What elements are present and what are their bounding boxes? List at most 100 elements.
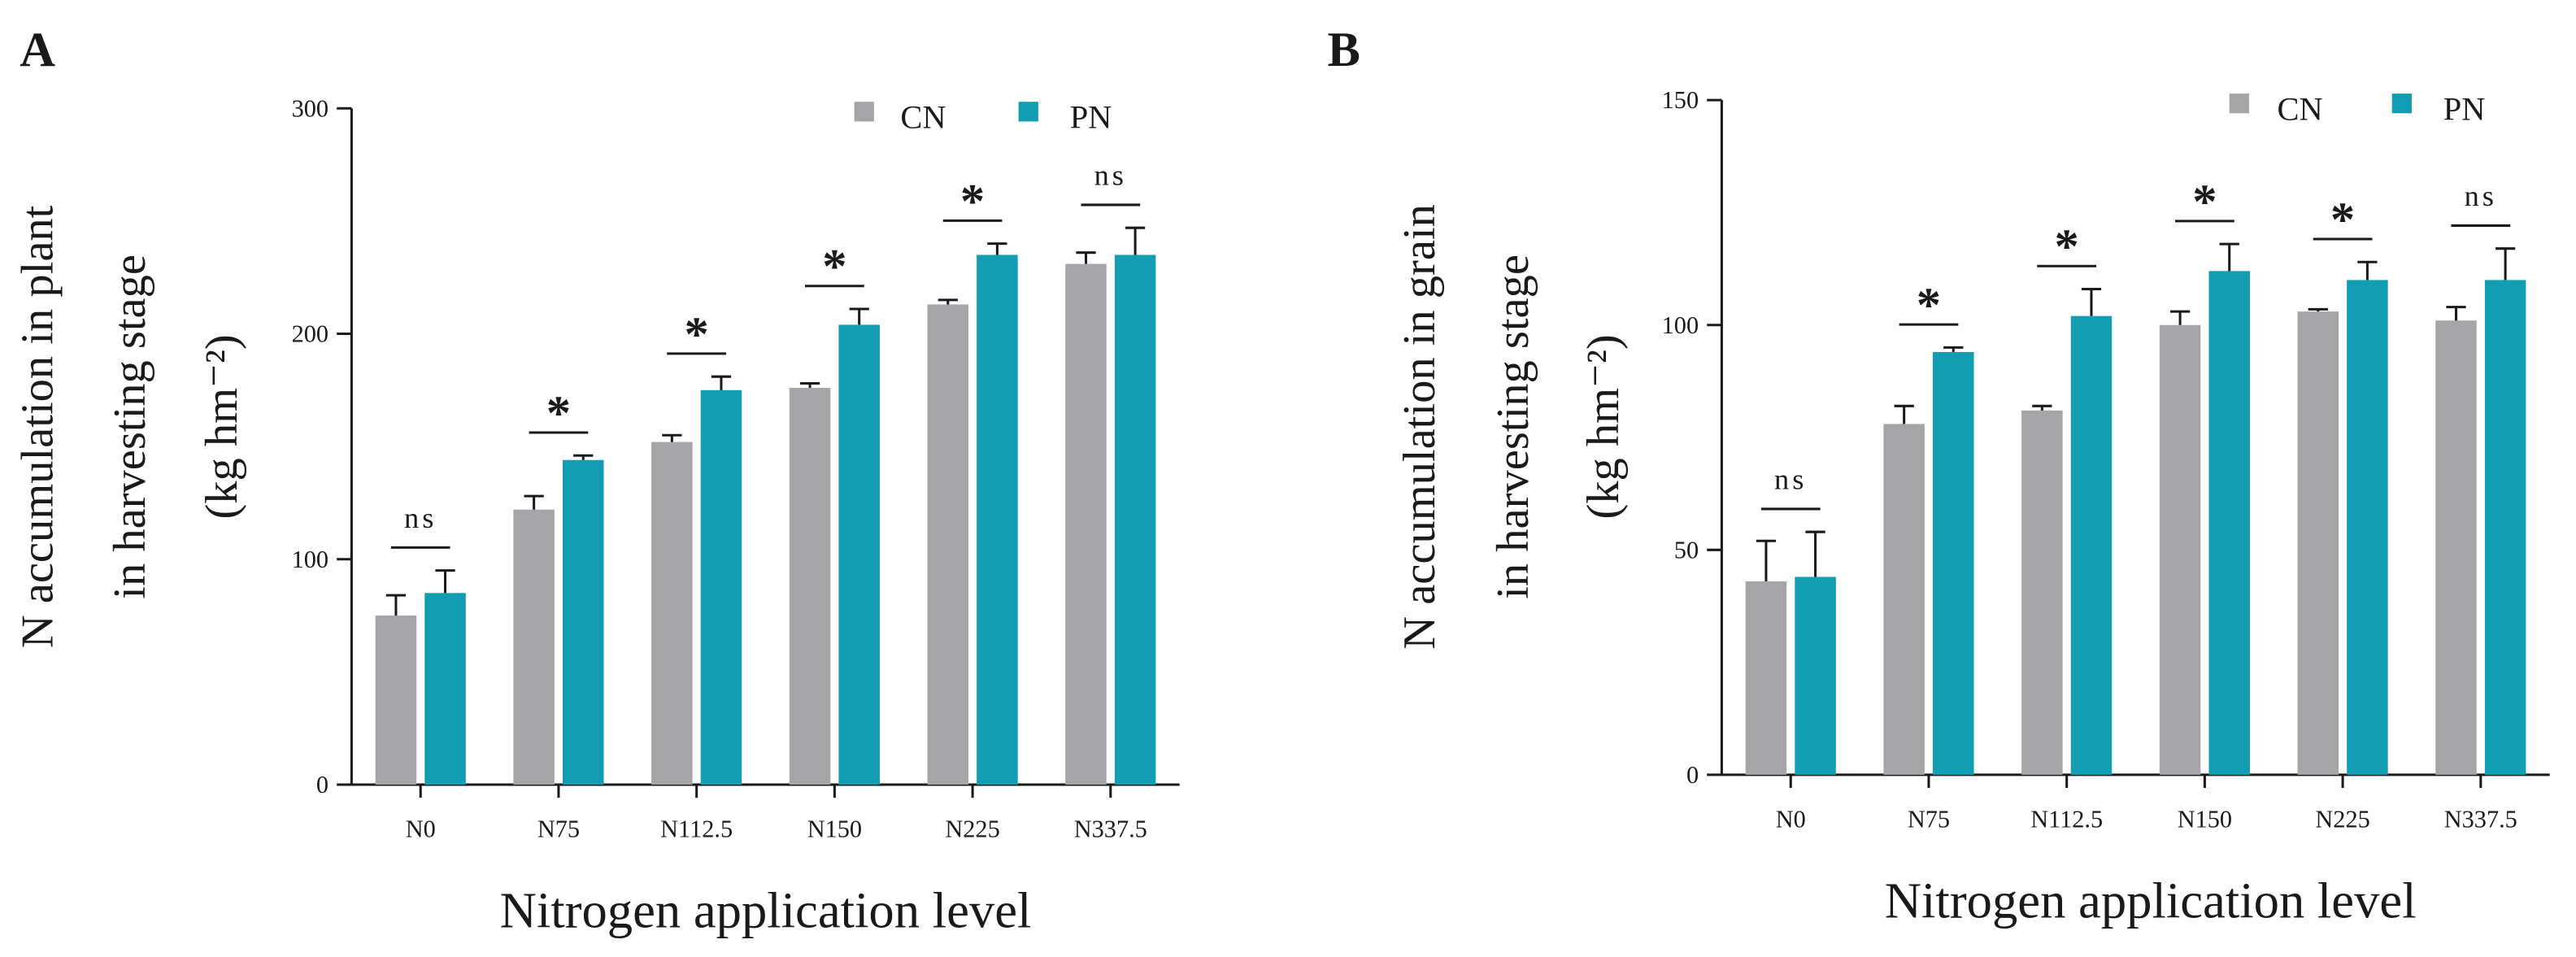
x-tick-label: N225	[2315, 806, 2369, 833]
error-bar-cn	[2169, 310, 2191, 325]
x-tick-label: N112.5	[660, 816, 733, 843]
significance-ns: ns	[404, 502, 437, 534]
error-bar-cn	[385, 594, 407, 616]
legend-label-cn: CN	[2278, 90, 2323, 127]
error-bar-pn	[1805, 530, 1825, 577]
error-bar-cn	[2446, 306, 2466, 321]
category-group-n75: N75 *	[513, 386, 604, 843]
bar-pn	[1795, 576, 1836, 775]
x-tick-label: N150	[2178, 806, 2232, 833]
error-bar-cn	[1076, 251, 1096, 264]
bar-cn	[927, 304, 969, 785]
error-bar-pn	[2357, 260, 2378, 281]
category-group-n150: N150 *	[789, 240, 880, 843]
bar-pn	[1933, 351, 1974, 775]
bar-pn	[2484, 280, 2526, 775]
x-tick-label: N0	[406, 816, 436, 843]
category-group-n0: N0 ns	[1745, 463, 1836, 833]
bar-cn	[1745, 581, 1787, 775]
panel-label: A	[20, 23, 55, 77]
error-bar-cn	[524, 494, 544, 510]
error-bar-pn	[1125, 226, 1146, 255]
legend-swatch-pn	[1018, 102, 1038, 122]
significance-star: *	[2330, 193, 2355, 247]
bar-pn	[700, 389, 742, 785]
x-tick-label: N112.5	[2030, 806, 2103, 833]
x-tick-label: N0	[1776, 806, 1806, 833]
significance-ns: ns	[2465, 180, 2497, 212]
x-axis-title: Nitrogen application level	[500, 882, 1032, 939]
y-axis-label-line: (kg hm⁻²)	[197, 334, 247, 519]
y-axis-label-line: N accumulation in plant	[13, 205, 63, 648]
y-axis-label-line: N accumulation in grain	[1395, 204, 1445, 650]
error-bar-pn	[2219, 242, 2239, 272]
y-tick-label: 150	[1662, 86, 1699, 114]
category-group-n225: N225 *	[2297, 193, 2388, 833]
bar-cn	[651, 442, 693, 785]
significance-star: *	[2192, 175, 2217, 229]
error-bar-pn	[573, 454, 594, 460]
category-group-n112-5: N112.5 *	[2021, 220, 2113, 833]
legend-swatch-cn	[854, 102, 874, 122]
bar-pn	[2070, 315, 2113, 775]
bar-pn	[562, 459, 604, 785]
legend-label-pn: PN	[1070, 98, 1112, 135]
significance-star: *	[960, 174, 985, 228]
significance-star: *	[546, 386, 571, 441]
bar-cn	[375, 616, 417, 785]
y-tick-label: 100	[1662, 311, 1699, 339]
legend-label-cn: CN	[900, 98, 946, 135]
x-tick-label: N75	[537, 816, 580, 843]
legend-swatch-pn	[2391, 94, 2412, 114]
bar-pn	[1114, 254, 1156, 785]
significance-star: *	[684, 307, 708, 362]
error-bar-pn	[2495, 247, 2516, 281]
significance-ns: ns	[1774, 463, 1807, 496]
legend-swatch-cn	[2229, 94, 2249, 114]
error-bar-pn	[435, 569, 455, 594]
significance-star: *	[2055, 220, 2079, 274]
x-tick-label: N75	[1908, 806, 1950, 833]
bar-pn	[2208, 271, 2250, 775]
bar-pn	[838, 324, 880, 785]
panel-b: B 0 50 100 150 N accumulation in grain in harv…	[1327, 23, 2550, 929]
category-group-n337-5: N337.5 ns	[2435, 180, 2526, 833]
y-tick-label: 200	[292, 320, 329, 348]
category-group-n0: N0 ns	[375, 502, 466, 843]
category-group-n150: N150 *	[2159, 175, 2250, 833]
legend: CN PN	[854, 98, 1112, 135]
y-tick-label: 100	[292, 546, 329, 573]
bar-cn	[2435, 320, 2477, 775]
y-tick-label: 50	[1674, 536, 1699, 563]
y-axis-label-line: (kg hm⁻²)	[1578, 334, 1629, 519]
significance-ns: ns	[1094, 159, 1127, 192]
bar-cn	[2297, 311, 2339, 775]
bar-cn	[2021, 410, 2063, 775]
error-bar-cn	[2032, 404, 2052, 411]
bar-cn	[1883, 424, 1925, 775]
bar-pn	[2347, 280, 2388, 775]
error-bar-cn	[938, 298, 958, 305]
x-tick-label: N150	[807, 816, 862, 843]
figure-root: A 0 100 200 300 N accumulation in plant in har…	[13, 23, 2550, 939]
error-bar-pn	[987, 242, 1007, 255]
category-group-n225: N225 *	[927, 174, 1018, 843]
category-group-n75: N75 *	[1883, 278, 1974, 833]
x-tick-label: N225	[945, 816, 999, 843]
significance-star: *	[1917, 278, 1941, 333]
significance-star: *	[822, 240, 846, 294]
legend-label-pn: PN	[2443, 90, 2486, 127]
y-tick-label: 0	[1686, 761, 1699, 789]
error-bar-cn	[2308, 307, 2328, 312]
y-tick-label: 0	[316, 771, 329, 798]
error-bar-cn	[1756, 539, 1777, 582]
bar-pn	[977, 254, 1018, 785]
bar-cn	[2159, 324, 2201, 775]
y-axis-label-line: in harvesting stage	[105, 254, 155, 599]
category-group-n337-5: N337.5 ns	[1065, 159, 1156, 843]
y-axis-label-line: in harvesting stage	[1488, 254, 1538, 599]
error-bar-pn	[2081, 287, 2102, 316]
bar-cn	[1065, 263, 1107, 785]
y-tick-label: 300	[292, 94, 329, 122]
